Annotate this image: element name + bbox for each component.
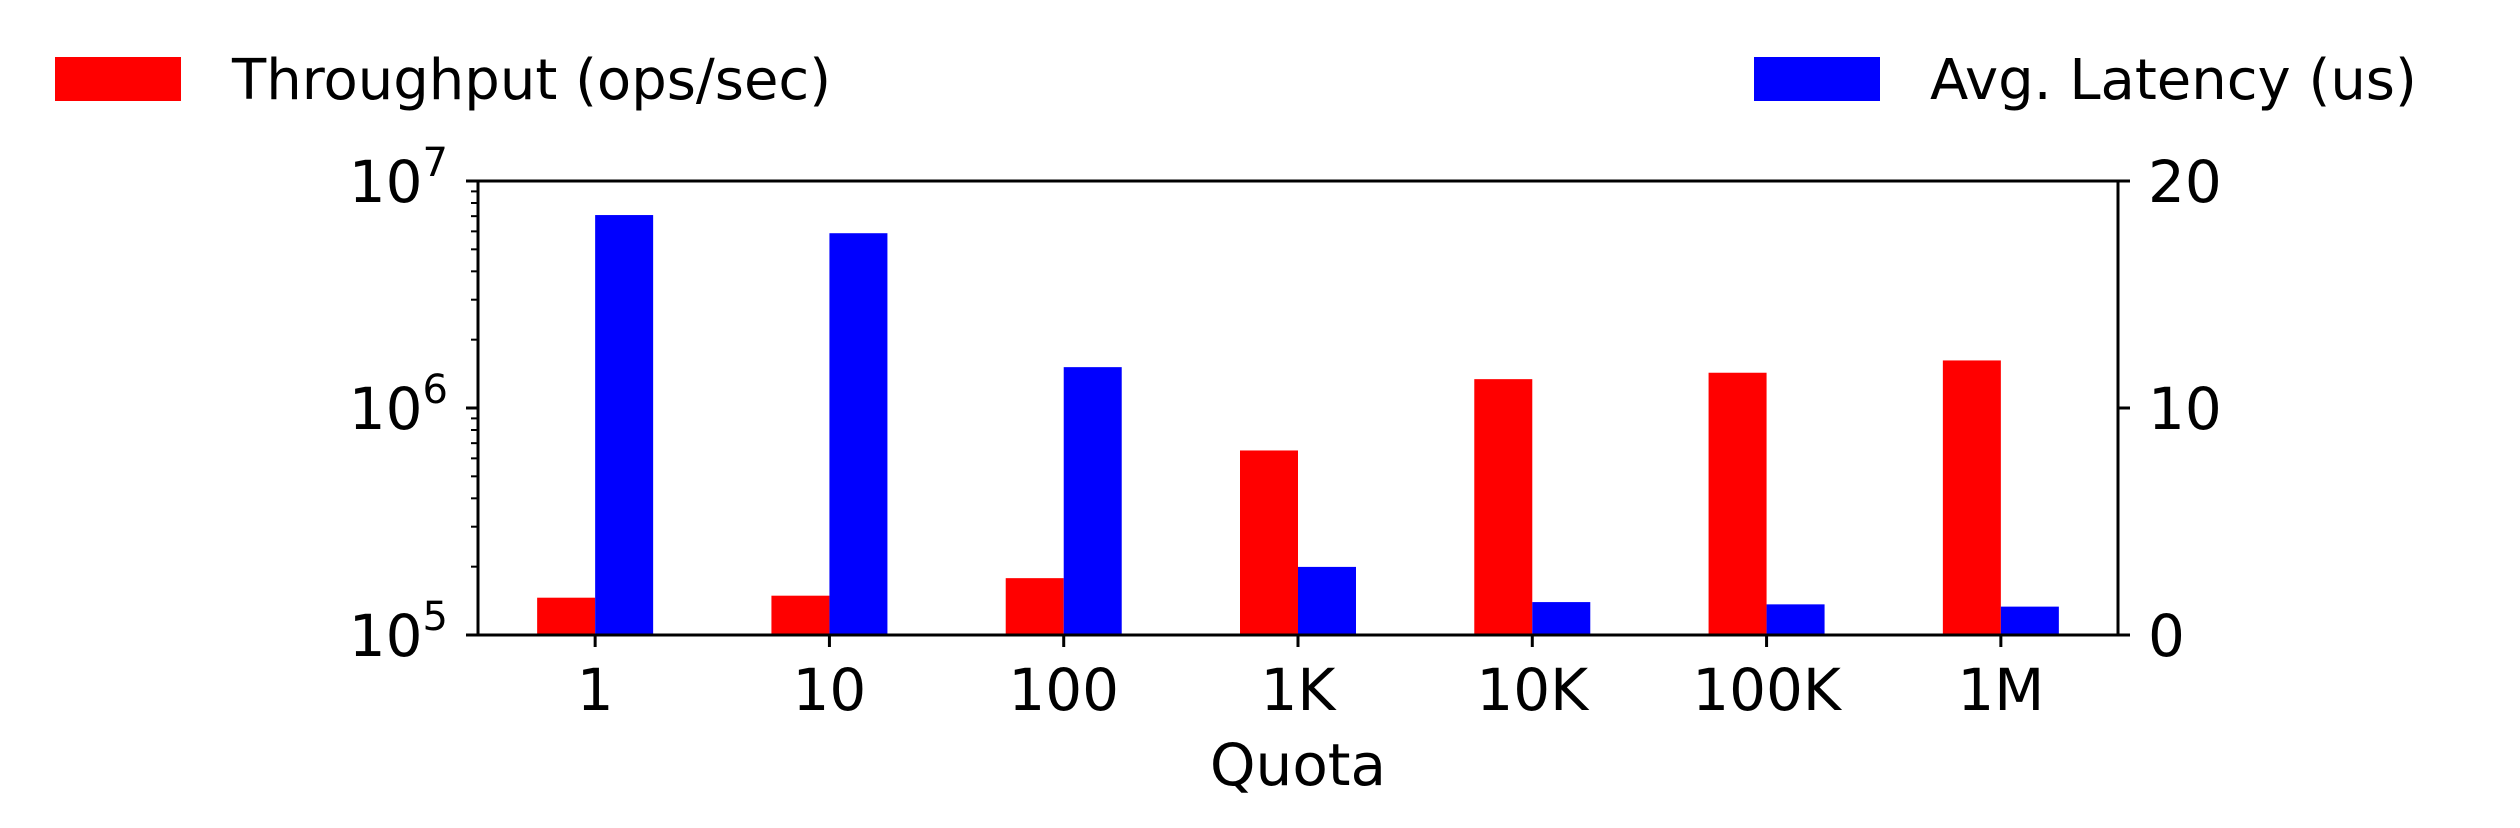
x-tick-label-10k: 10K xyxy=(1476,656,1590,724)
x-tick-label-1: 1 xyxy=(577,656,614,724)
x-tick-label-1m: 1M xyxy=(1957,656,2044,724)
left-tick-label-1e6: 106 xyxy=(349,367,448,443)
legend-swatch-throughput xyxy=(55,57,181,101)
left-tick-label-1e7: 107 xyxy=(349,140,448,216)
throughput-bar-100k xyxy=(1708,372,1767,635)
throughput-bar-1m xyxy=(1942,360,2001,635)
latency-bar-1k xyxy=(1298,566,1356,635)
legend-label-latency: Avg. Latency (us) xyxy=(1930,48,2417,113)
bars xyxy=(537,215,2059,636)
right-tick-label-0: 0 xyxy=(2148,602,2185,670)
latency-bar-1 xyxy=(595,215,654,636)
legend-label-throughput: Throughput (ops/sec) xyxy=(231,48,831,113)
x-tick-label-10: 10 xyxy=(793,656,867,724)
x-tick-label-1k: 1K xyxy=(1261,656,1338,724)
x-tick-label-100: 100 xyxy=(1008,656,1119,724)
legend-swatch-latency xyxy=(1754,57,1880,101)
throughput-bar-100 xyxy=(1005,578,1064,635)
throughput-bar-1k xyxy=(1240,450,1298,635)
left-tick-label-1e5: 105 xyxy=(349,594,448,670)
latency-bar-1m xyxy=(2000,606,2059,635)
right-tick-label-20: 20 xyxy=(2148,148,2222,216)
ticks xyxy=(466,179,2130,647)
throughput-bar-1 xyxy=(537,597,596,635)
right-tick-label-10: 10 xyxy=(2148,375,2222,443)
latency-bar-10k xyxy=(1532,602,1591,635)
latency-bar-10 xyxy=(829,233,888,635)
tick-labels: 1 10 100 1K 10K 100K 1M 105 106 107 0 10 20 xyxy=(349,140,2222,724)
x-axis-title: Quota xyxy=(1210,731,1386,799)
latency-bar-100k xyxy=(1766,604,1825,635)
latency-bar-100 xyxy=(1063,367,1122,635)
throughput-bar-10 xyxy=(771,595,830,635)
legend: Throughput (ops/sec) Avg. Latency (us) xyxy=(55,48,2417,113)
throughput-bar-10k xyxy=(1474,379,1533,635)
x-tick-label-100k: 100K xyxy=(1692,656,1843,724)
